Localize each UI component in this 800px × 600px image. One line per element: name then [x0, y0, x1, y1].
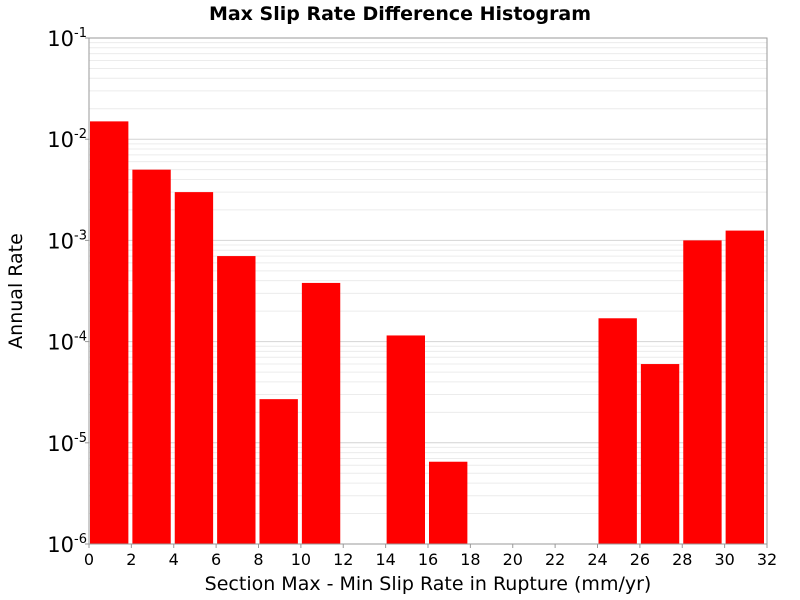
y-tick-label: 10-5 [47, 431, 87, 456]
x-tick-label: 12 [333, 550, 353, 569]
y-tick-label: 10-6 [47, 532, 87, 557]
y-tick-label: 10-2 [47, 127, 87, 152]
y-tick-exponent: -5 [74, 431, 87, 446]
y-tick-base: 10 [47, 27, 74, 51]
y-tick-exponent: -2 [74, 127, 87, 142]
y-tick-exponent: -1 [74, 26, 87, 41]
bar [683, 240, 722, 544]
x-tick-label: 14 [375, 550, 395, 569]
bar [386, 335, 425, 544]
y-tick-base: 10 [47, 533, 74, 557]
x-tick-label: 0 [84, 550, 94, 569]
x-tick-label: 2 [126, 550, 136, 569]
x-tick-label: 30 [714, 550, 734, 569]
y-tick-label: 10-4 [47, 330, 87, 355]
y-tick-label: 10-3 [47, 228, 87, 253]
bar [598, 318, 637, 544]
x-tick-label: 26 [630, 550, 650, 569]
y-axis-label: Annual Rate [5, 233, 27, 349]
y-tick-base: 10 [47, 229, 74, 253]
x-axis-ticks: 0 2 4 6 8 10 12 14 16 18 20 22 24 26 28 30 32 [84, 544, 777, 569]
bar [174, 192, 214, 544]
x-tick-label: 6 [211, 550, 221, 569]
x-axis-label: Section Max - Min Slip Rate in Rupture (… [205, 573, 652, 595]
x-tick-label: 8 [253, 550, 263, 569]
bar [640, 364, 680, 544]
x-tick-label: 24 [587, 550, 607, 569]
x-tick-label: 16 [418, 550, 438, 569]
x-tick-label: 20 [503, 550, 523, 569]
bar [429, 461, 468, 544]
y-tick-exponent: -3 [74, 228, 87, 243]
y-tick-label: 10-1 [47, 26, 87, 51]
bar [301, 282, 341, 544]
bars-group [90, 121, 764, 544]
x-tick-label: 28 [672, 550, 692, 569]
x-tick-label: 22 [545, 550, 565, 569]
bar [259, 399, 298, 544]
bar [132, 169, 171, 544]
x-tick-label: 10 [291, 550, 311, 569]
y-tick-exponent: -6 [74, 532, 87, 547]
y-tick-exponent: -4 [74, 330, 87, 345]
y-axis-ticks: 10-110-210-310-410-510-6 [47, 26, 89, 557]
bar [217, 256, 256, 544]
x-tick-label: 32 [757, 550, 777, 569]
x-tick-label: 18 [460, 550, 480, 569]
y-tick-base: 10 [47, 432, 74, 456]
y-tick-base: 10 [47, 128, 74, 152]
bar [90, 121, 129, 544]
x-tick-label: 4 [169, 550, 179, 569]
y-tick-base: 10 [47, 331, 74, 355]
chart-title: Max Slip Rate Difference Histogram [209, 3, 591, 25]
bar [725, 230, 764, 544]
